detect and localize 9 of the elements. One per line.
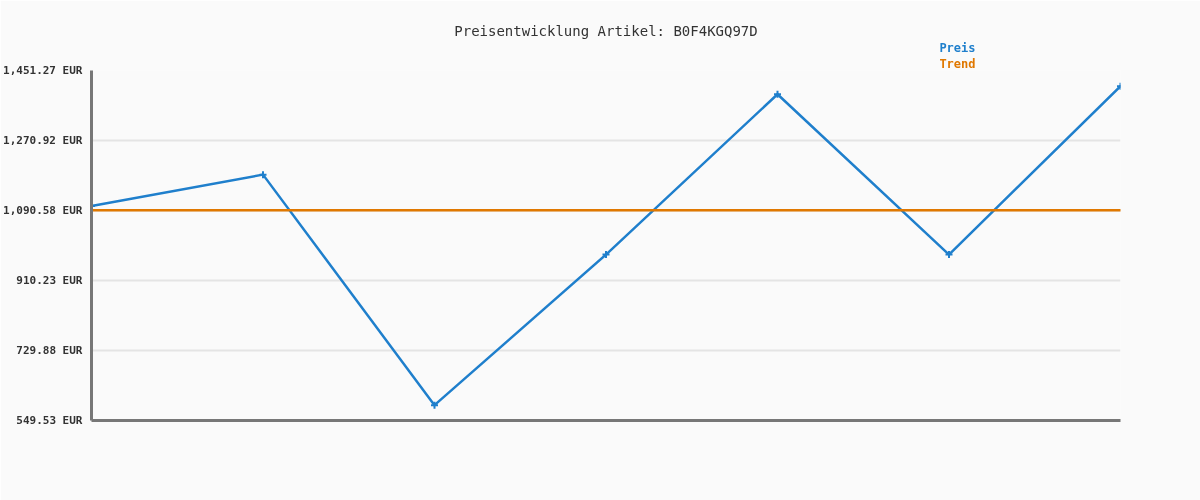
y-tick-label: 549.53 EUR <box>16 414 83 427</box>
text: Trend <box>939 56 976 71</box>
text: Preis <box>939 40 976 55</box>
y-tick-label: 910.23 EUR <box>16 274 83 287</box>
y-tick-label: 1,090.58 EUR <box>3 204 83 217</box>
chart-title: Preisentwicklung Artikel: B0F4KGQ97D <box>454 22 758 39</box>
y-tick-label: 729.88 EUR <box>16 344 83 357</box>
y-tick-label: 1,270.92 EUR <box>3 134 83 147</box>
y-tick-label: 1,451.27 EUR <box>3 64 83 77</box>
